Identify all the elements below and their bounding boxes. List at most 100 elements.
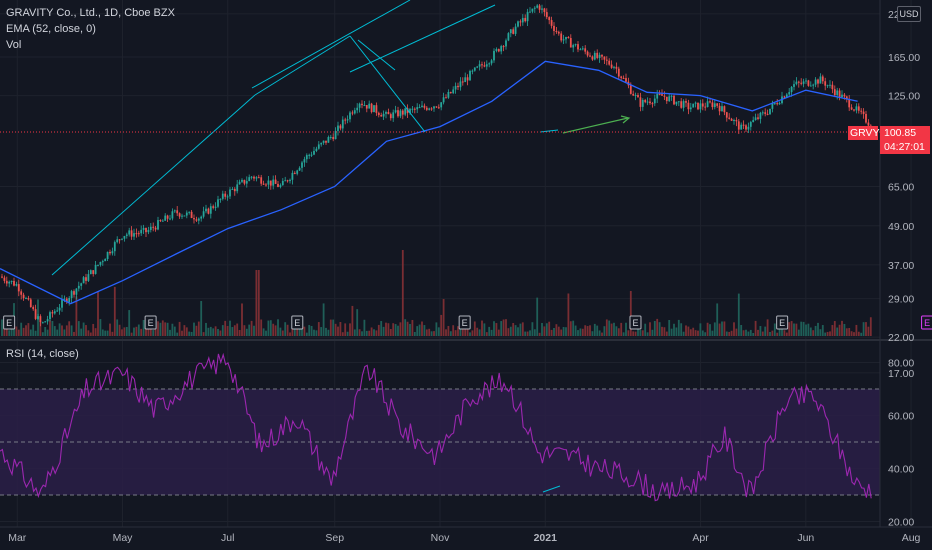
rsi-axis-label: 20.00 [888,517,914,529]
candle-body [565,36,567,40]
candle-body [481,64,483,66]
candle-body [214,206,217,208]
volume-bar [44,327,47,336]
candle-body [77,285,80,289]
candle-body [293,172,296,174]
volume-bar [53,326,56,336]
candle-body [344,119,347,121]
candle-body [819,76,822,84]
candle-body [130,230,133,237]
volume-bar [322,303,325,336]
volume-bar [857,331,860,336]
volume-bar [243,325,246,336]
channel-top-line[interactable] [349,4,496,73]
volume-bar [845,328,848,336]
wedge-line-a[interactable] [349,35,426,133]
time-axis[interactable]: MarMayJulSepNov2021AprJunAugOct2022Mar [8,532,932,544]
candle-body [709,101,711,103]
volume-bar [193,322,195,336]
volume-bar [123,327,126,336]
volume-bar [761,331,764,336]
candle-body [10,280,13,282]
volume-bar [267,320,270,336]
volume-bar [483,323,486,336]
candle-body [29,299,32,308]
volume-bar [87,330,90,336]
volume-bar [370,327,373,336]
earnings-marker[interactable] [776,315,789,330]
candle-body [783,96,786,98]
candle-body [409,108,411,114]
candle-body [154,227,157,230]
candle-body [560,33,563,41]
candle-body [41,322,44,324]
volume-bar [85,325,87,336]
candle-body [493,50,495,61]
candle-body [610,64,613,68]
rsi-axis-label: 60.00 [888,411,914,423]
earnings-marker[interactable] [291,315,304,330]
candle-body [121,238,123,240]
candle-body [205,208,207,212]
volume-bar [368,330,371,336]
volume-bar [356,309,359,336]
earnings-marker-upcoming[interactable] [921,315,932,330]
rsi-short-line[interactable] [542,485,561,493]
earnings-marker[interactable] [3,315,16,330]
candle-body [617,68,620,77]
candle-body [589,55,591,57]
rsi-axis[interactable]: 80.00 60.00 40.00 20.00 [888,358,914,529]
earnings-marker[interactable] [629,315,642,330]
volume-bar [701,330,704,336]
candle-body [183,215,186,217]
volume-bar [754,320,757,336]
volume-bar [221,325,224,336]
volume-bar [305,332,308,336]
volume-bar [25,325,27,336]
candle-body [161,220,164,222]
volume-bar [538,332,541,336]
legend-title: GRAVITY Co., Ltd., 1D, Cboe BZX [6,7,175,19]
volume-bar [505,319,507,336]
candle-body [320,142,323,145]
volume-bar [387,323,390,336]
price-axis[interactable]: 300.00225.00165.00125.0065.0049.0037.002… [888,0,920,380]
volume-bar [605,319,608,336]
volume-bar [665,331,668,336]
volume-bar [567,293,570,336]
candle-body [17,284,20,292]
candle-body [116,239,119,243]
candle-body [416,107,419,110]
candle-body [37,316,39,319]
candle-body [265,184,267,186]
projection-arrow[interactable] [562,117,629,134]
earnings-marker[interactable] [458,315,471,330]
candle-body [824,81,827,86]
wedge-line-b[interactable] [357,39,396,71]
volume-bar [315,330,318,336]
earnings-marker[interactable] [144,315,157,330]
channel-lower-line[interactable] [51,94,256,276]
volume-bar [332,319,335,336]
volume-bar [514,325,517,336]
earnings-marker-label: E [632,318,638,328]
volume-bar [416,326,419,336]
candle-body [406,108,409,114]
volume-bar [113,286,116,336]
candle-body [545,12,548,18]
volume-bar [260,319,263,336]
currency-button[interactable]: USD [897,6,921,22]
candle-body [392,112,395,119]
rising-line[interactable] [254,35,351,96]
candle-body [221,193,224,199]
volume-bar [116,319,119,336]
channel-upper-line[interactable] [251,0,411,89]
candle-body [334,130,337,140]
candle-body [658,93,661,95]
candle-body [284,180,287,182]
candle-body [433,106,435,109]
trendlines[interactable] [51,0,559,276]
volume-bar [742,330,745,336]
volume-bar [135,326,138,336]
